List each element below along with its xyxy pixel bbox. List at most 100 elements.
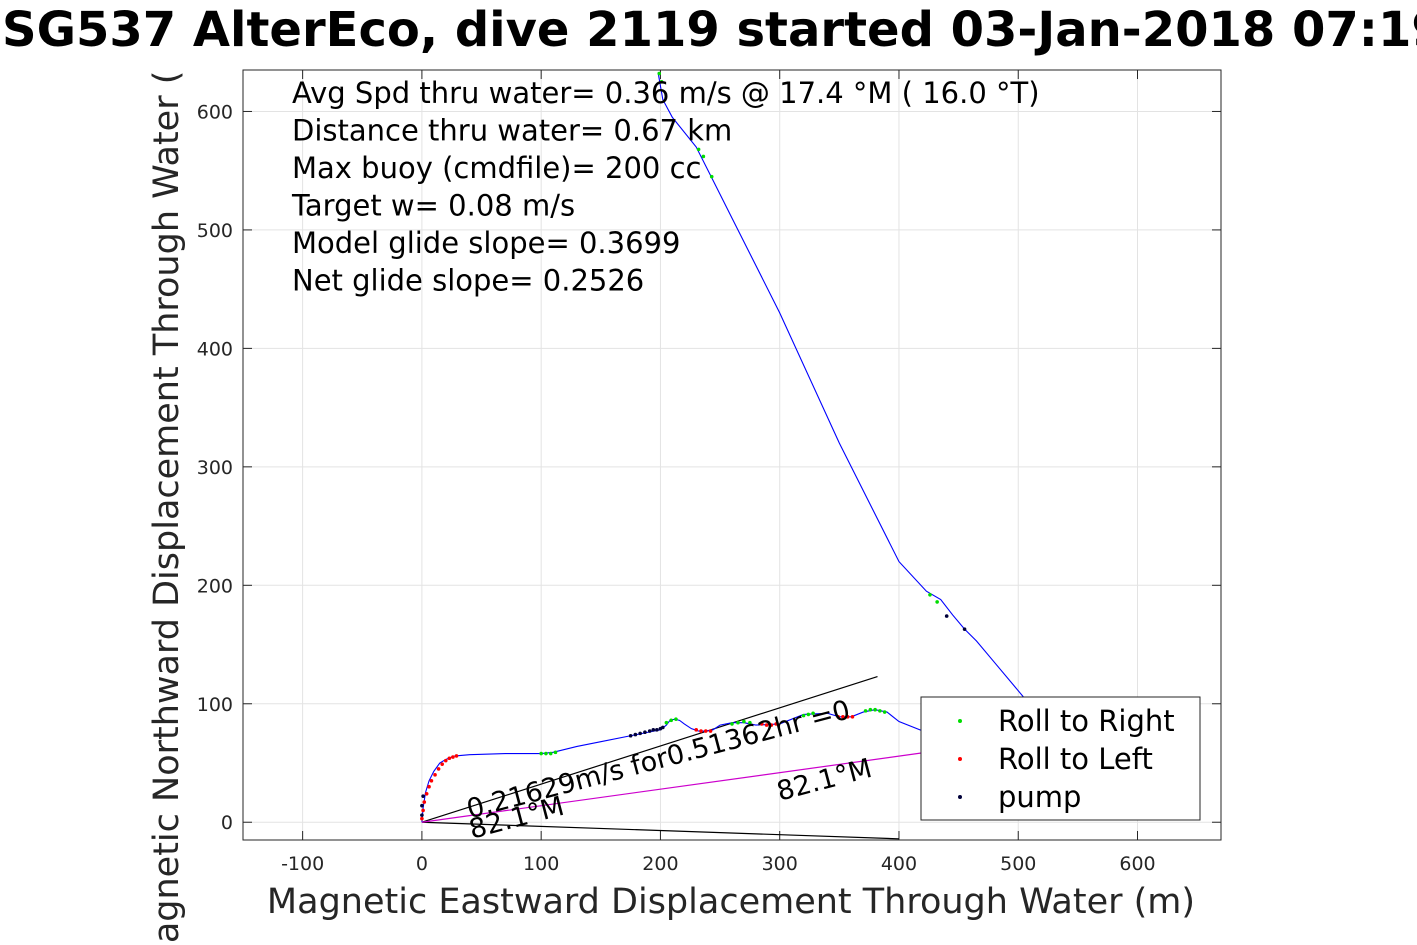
data-point <box>447 756 452 761</box>
data-point <box>882 710 887 714</box>
data-point <box>440 762 444 766</box>
data-point <box>628 733 633 738</box>
data-point <box>764 723 769 727</box>
chart-title: SG537 AlterEco, dive 2119 started 03-Jan… <box>2 2 1417 58</box>
info-line: Model glide slope= 0.3699 <box>292 226 680 260</box>
resultant-line <box>421 750 935 823</box>
data-point <box>878 709 882 713</box>
data-point <box>451 755 455 759</box>
reference-line <box>421 821 899 840</box>
data-point <box>806 712 811 717</box>
data-point <box>454 754 459 758</box>
data-point <box>669 718 673 723</box>
data-point <box>760 722 764 726</box>
legend-marker <box>958 757 962 761</box>
x-tick-label: -100 <box>281 853 324 875</box>
data-point <box>633 732 638 737</box>
legend-box <box>920 696 1201 821</box>
data-point <box>863 709 868 713</box>
data-point <box>436 767 441 771</box>
data-point <box>433 773 437 777</box>
data-point <box>836 715 840 719</box>
data-point <box>421 794 425 798</box>
data-point <box>655 728 659 732</box>
series-line-track-upper <box>657 72 1025 699</box>
info-line: Distance thru water= 0.67 km <box>292 114 732 148</box>
x-tick-label: 100 <box>523 853 559 875</box>
info-block: Avg Spd thru water= 0.36 m/s @ 17.4 °M (… <box>291 76 1040 298</box>
info-line: Net glide slope= 0.2526 <box>292 264 644 298</box>
y-tick-label: 100 <box>197 694 233 716</box>
data-point <box>769 723 774 727</box>
data-point <box>661 725 665 730</box>
data-point <box>748 720 752 725</box>
legend-marker <box>958 719 962 723</box>
data-point <box>553 750 558 755</box>
data-point <box>696 147 701 152</box>
data-point <box>422 800 427 804</box>
x-tick-label: 400 <box>881 853 917 875</box>
y-tick-label: 300 <box>197 457 233 479</box>
data-point <box>429 778 434 783</box>
data-point <box>708 729 713 733</box>
data-point <box>420 816 424 821</box>
data-point <box>774 722 778 726</box>
info-line: Avg Spd thru water= 0.36 m/s @ 17.4 °M (… <box>292 76 1040 110</box>
data-point <box>736 720 740 725</box>
info-line: Max buoy (cmdfile)= 200 cc <box>292 151 701 185</box>
annotations: 0.21629m/s for0.51362hr =082.1°M82.1°M <box>463 695 875 846</box>
data-point <box>657 71 662 76</box>
data-point <box>421 808 425 813</box>
data-point <box>742 719 746 724</box>
data-point <box>420 813 424 817</box>
data-point <box>935 600 939 604</box>
y-tick-label: 500 <box>197 220 233 242</box>
y-tick-label: 600 <box>197 101 233 123</box>
axes-box <box>242 69 1222 841</box>
data-point <box>424 792 429 796</box>
legend-marker <box>958 795 962 799</box>
data-point <box>659 80 664 84</box>
plot-area: -100 0 100 200 300 400 500 600 0 100 200 300 400 500 6… <box>197 69 1222 875</box>
x-tick-label: 0 <box>416 853 428 875</box>
legend-label: pump <box>998 780 1081 814</box>
legend-label: Roll to Left <box>998 742 1153 776</box>
reference-line <box>421 675 878 823</box>
data-point <box>443 758 448 763</box>
data-point <box>928 592 932 597</box>
x-axis-label: Magnetic Eastward Displacement Through W… <box>267 882 1195 922</box>
data-point <box>643 730 647 734</box>
data-point <box>730 722 734 726</box>
data-point <box>962 627 967 631</box>
data-point <box>841 715 845 719</box>
data-point <box>868 707 873 712</box>
data-point <box>845 715 850 719</box>
y-tick-label: 0 <box>221 812 233 834</box>
legend-label: Roll to Right <box>998 704 1175 738</box>
data-point <box>703 729 708 733</box>
y-tick-label: 200 <box>197 575 233 597</box>
data-point <box>548 751 553 756</box>
data-point <box>420 803 424 808</box>
y-tick-label: 400 <box>197 338 233 360</box>
data-point <box>427 784 431 789</box>
data-point <box>638 731 642 736</box>
data-point <box>701 154 706 159</box>
data-point <box>873 707 877 712</box>
data-point <box>850 715 855 719</box>
data-point <box>651 728 656 732</box>
legend: Roll to Right Roll to Left pump <box>920 696 1201 821</box>
data-layer <box>420 71 1025 840</box>
y-axis-label: Magnetic Northward Displacement Through … <box>147 71 187 945</box>
data-point <box>801 713 806 718</box>
x-tick-label: 200 <box>642 853 678 875</box>
data-point <box>544 751 548 756</box>
data-point <box>699 729 703 733</box>
data-point <box>674 717 678 721</box>
x-tick-label: 500 <box>1000 853 1036 875</box>
data-point <box>694 728 699 732</box>
data-point <box>811 711 815 716</box>
direction-annotation: 82.1°M <box>774 753 876 808</box>
